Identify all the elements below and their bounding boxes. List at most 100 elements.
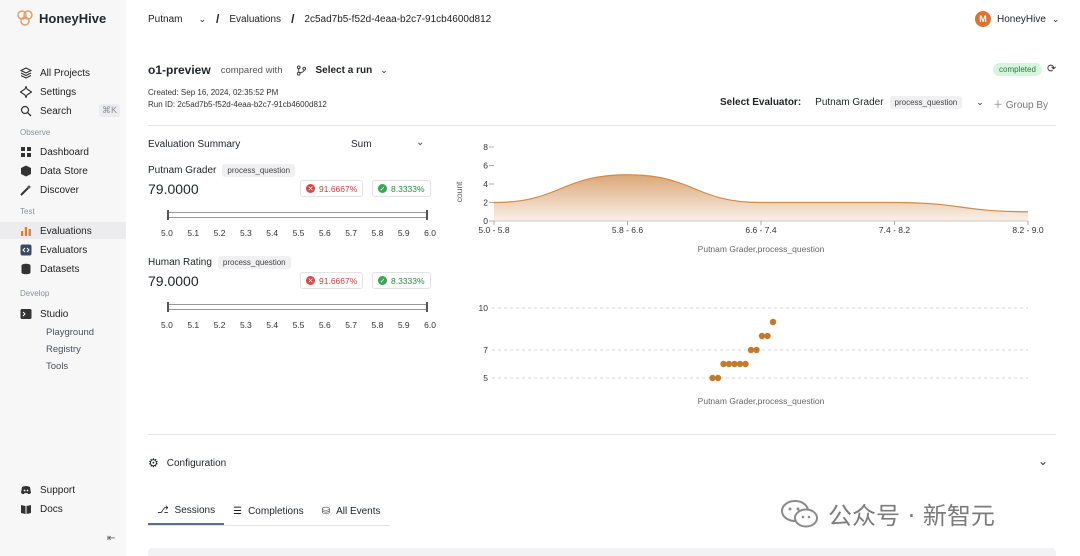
breadcrumb: Putnam ⌄ / Evaluations / 2c5ad7b5-f52d-4… (148, 12, 491, 26)
scatter-point (742, 360, 749, 368)
app-name: HoneyHive (39, 10, 107, 26)
scatter-point (753, 346, 760, 354)
sidebar-item-tools[interactable]: Tools (46, 361, 69, 372)
aggregate-select[interactable]: Sum (351, 139, 372, 150)
fail-rate: 91.6667% (319, 275, 358, 286)
scale-tick-label: 6.0 (424, 228, 436, 238)
fail-rate-pill: ✕ 91.6667% (300, 180, 364, 197)
database-icon (21, 263, 31, 275)
evaluator-selector: Select Evaluator: Putnam Grader process_… (720, 96, 984, 109)
fail-rate: 91.6667% (319, 183, 358, 194)
sidebar-item-playground[interactable]: Playground (46, 327, 95, 338)
breadcrumb-separator: / (291, 12, 295, 26)
scale-tick-label: 5.2 (213, 228, 226, 238)
metric-tag: process_question (217, 256, 291, 269)
collapse-sidebar-icon[interactable]: ⇤ (107, 533, 116, 544)
y-tick-label: 5 (483, 373, 488, 383)
divider (148, 434, 1056, 435)
sidebar-item-label: Search (40, 105, 72, 117)
sidebar-item-studio[interactable]: Studio (20, 306, 68, 322)
sidebar-item-all-projects[interactable]: All Projects (20, 65, 90, 81)
scatter-point (736, 360, 744, 368)
dashboard-icon (21, 147, 31, 157)
range-bar (167, 304, 428, 310)
range-marker-max (426, 210, 428, 220)
cube-icon (21, 165, 31, 177)
sidebar-item-registry[interactable]: Registry (46, 344, 81, 355)
evaluator-name[interactable]: Putnam Grader (815, 97, 884, 108)
sidebar-item-search[interactable]: Search (20, 103, 72, 119)
user-menu[interactable]: M HoneyHive ⌄ (975, 11, 1059, 27)
chevron-down-icon: ⌄ (1051, 13, 1060, 24)
chevron-down-icon[interactable]: ⌄ (416, 137, 425, 148)
range-scale: 5.0 5.1 5.2 5.3 5.4 5.5 5.6 5.7 5.8 5.9 6.0 (161, 320, 436, 330)
sidebar-item-label: All Projects (40, 67, 91, 79)
sidebar-item-discover[interactable]: Discover (20, 182, 79, 198)
y-tick-label: 10 (479, 303, 489, 313)
run-name: o1-preview (148, 63, 211, 77)
gear-icon: ⚙ (148, 456, 159, 470)
sidebar-item-label: Studio (40, 308, 69, 320)
tab-all-events[interactable]: ⛁ All Events (313, 503, 390, 525)
terminal-icon (20, 309, 32, 319)
tab-completions[interactable]: ☰ Completions (224, 503, 313, 525)
chevron-down-icon[interactable]: ⌄ (976, 97, 984, 107)
x-tick-label: 5.8 - 6.6 (612, 225, 643, 235)
range-marker-max (426, 302, 428, 312)
book-icon (21, 505, 31, 514)
app-logo[interactable]: HoneyHive (16, 9, 106, 27)
scatter-point (747, 346, 755, 354)
group-by-button[interactable]: ＋ Group By (993, 96, 1048, 111)
scale-tick-label: 5.0 (161, 228, 173, 238)
charts-area: 0 2 4 6 8 count 5.0 - 5.8 5.8 - 6.6 6.6 - 7.4 7.4… (454, 142, 1044, 406)
layers-icon (20, 67, 32, 79)
sidebar-item-datasets[interactable]: Datasets (20, 261, 79, 277)
refresh-icon[interactable]: ⟳ (1047, 63, 1057, 75)
compared-with-label: compared with (220, 64, 283, 76)
scale-tick-label: 5.5 (292, 228, 305, 238)
sidebar-item-label: Dashboard (40, 146, 89, 158)
scale-tick-label: 5.9 (397, 320, 410, 330)
select-evaluator-label: Select Evaluator: (720, 97, 802, 108)
range-scale: 5.0 5.1 5.2 5.3 5.4 5.5 5.6 5.7 5.8 5.9 6.0 (161, 228, 436, 238)
breadcrumb-evaluations[interactable]: Evaluations (229, 13, 282, 25)
sidebar-item-docs[interactable]: Docs (20, 501, 63, 517)
scale-tick-label: 5.1 (187, 228, 200, 238)
configuration-section[interactable]: ⚙ Configuration (148, 456, 226, 470)
sidebar-item-evaluators[interactable]: Evaluators (20, 242, 87, 258)
scale-tick-label: 5.5 (292, 320, 305, 330)
y-tick-label: 2 (483, 198, 488, 208)
scale-tick-label: 5.1 (187, 320, 200, 330)
status-badge: completed (993, 63, 1042, 76)
metric-label: Putnam Grader process_question (148, 164, 296, 177)
bar-chart-icon (21, 227, 31, 236)
sidebar-item-evaluations[interactable]: Evaluations (20, 223, 92, 239)
run-id-line: Run ID: 2c5ad7b5-f52d-4eaa-b2c7-91cb4600… (148, 100, 327, 109)
section-label-test: Test (20, 207, 35, 216)
wand-icon (20, 184, 32, 196)
scatter-point (731, 360, 738, 368)
tab-sessions[interactable]: ⎇ Sessions (148, 503, 225, 525)
git-branch-icon (297, 64, 307, 76)
metric-value: 79.0000 (148, 181, 199, 197)
plus-icon: ＋ (993, 100, 1003, 111)
sidebar-item-dashboard[interactable]: Dashboard (20, 144, 89, 160)
tab-label: Sessions (174, 505, 216, 516)
sidebar-item-data-store[interactable]: Data Store (20, 163, 88, 179)
project-selector[interactable]: Putnam (148, 13, 183, 25)
scatter-point (764, 332, 771, 340)
scale-tick-label: 5.3 (239, 228, 252, 238)
sidebar-item-settings[interactable]: Settings (20, 84, 76, 100)
watermark: 公众号 · 新智元 (780, 496, 995, 531)
y-tick-label: 7 (483, 345, 488, 355)
code-icon (20, 244, 32, 256)
pass-rate: 8.3333% (391, 183, 425, 194)
sidebar-item-label: Settings (40, 86, 77, 98)
chevron-down-icon[interactable]: ⌄ (198, 13, 207, 24)
sidebar-item-support[interactable]: Support (20, 482, 75, 498)
range-marker-min (167, 210, 169, 220)
chevron-down-icon[interactable]: ⌄ (1038, 454, 1049, 468)
sidebar-item-label: Support (40, 484, 76, 496)
select-run-dropdown[interactable]: Select a run ⌄ (296, 64, 388, 76)
evaluation-summary-title: Evaluation Summary (148, 139, 241, 150)
